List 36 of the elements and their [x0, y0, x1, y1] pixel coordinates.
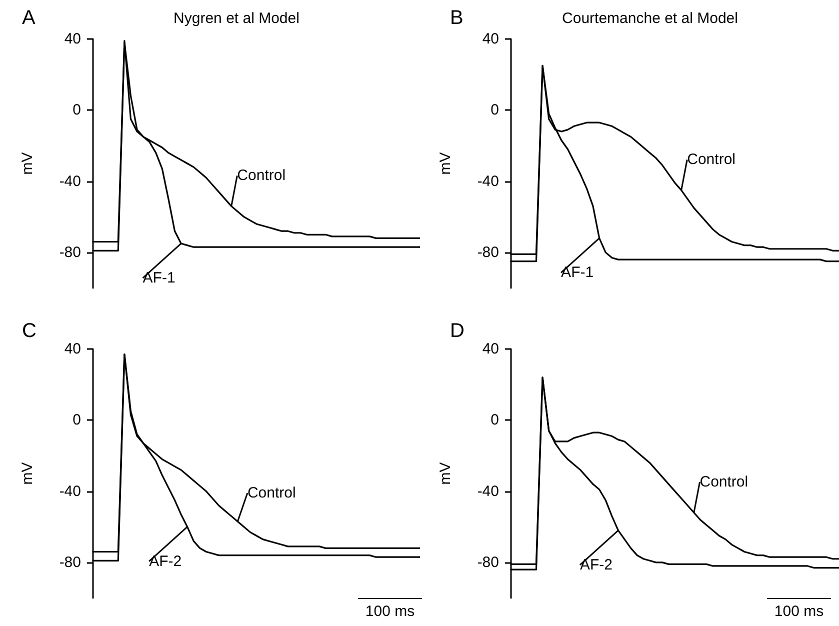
text: 100 ms [364, 603, 416, 621]
text: A [22, 7, 36, 29]
y-tick-label: -80 [477, 244, 499, 261]
series-label: Control [237, 167, 286, 184]
series-label: AF-2 [149, 552, 182, 570]
series-label: Control [687, 151, 736, 168]
y-tick-label: -80 [59, 554, 81, 571]
text: 100 ms [773, 603, 825, 621]
y-axis-title: mV [437, 152, 454, 175]
y-tick-label: -40 [477, 482, 499, 500]
y-axis-title: mV [437, 462, 454, 485]
y-tick-label: 0 [490, 102, 499, 119]
series-label: AF-2 [580, 556, 612, 574]
y-tick-label: -40 [59, 172, 81, 190]
text: D [450, 320, 464, 342]
series-label: Control [700, 474, 748, 491]
y-tick-label: 40 [64, 30, 81, 48]
y-tick-label: 40 [64, 340, 81, 358]
series-label: Control [247, 484, 296, 502]
y-axis-title: mV [19, 462, 36, 485]
series-label: AF-1 [561, 264, 594, 282]
text: C [22, 320, 36, 342]
chart-title: Courtemanche et al Model [562, 10, 738, 27]
y-tick-label: -80 [59, 244, 81, 261]
y-tick-label: -40 [477, 172, 499, 190]
chart-title: Nygren et al Model [174, 10, 300, 27]
y-tick-label: -80 [477, 554, 499, 571]
text: B [450, 7, 464, 29]
y-tick-label: 40 [482, 30, 499, 48]
y-tick-label: -40 [59, 482, 81, 500]
series-label: AF-1 [142, 270, 176, 287]
y-axis-title: mV [19, 152, 36, 175]
y-tick-label: 40 [482, 340, 499, 358]
y-tick-label: 0 [72, 102, 81, 119]
y-tick-label: 0 [72, 412, 81, 429]
y-tick-label: 0 [490, 412, 499, 429]
